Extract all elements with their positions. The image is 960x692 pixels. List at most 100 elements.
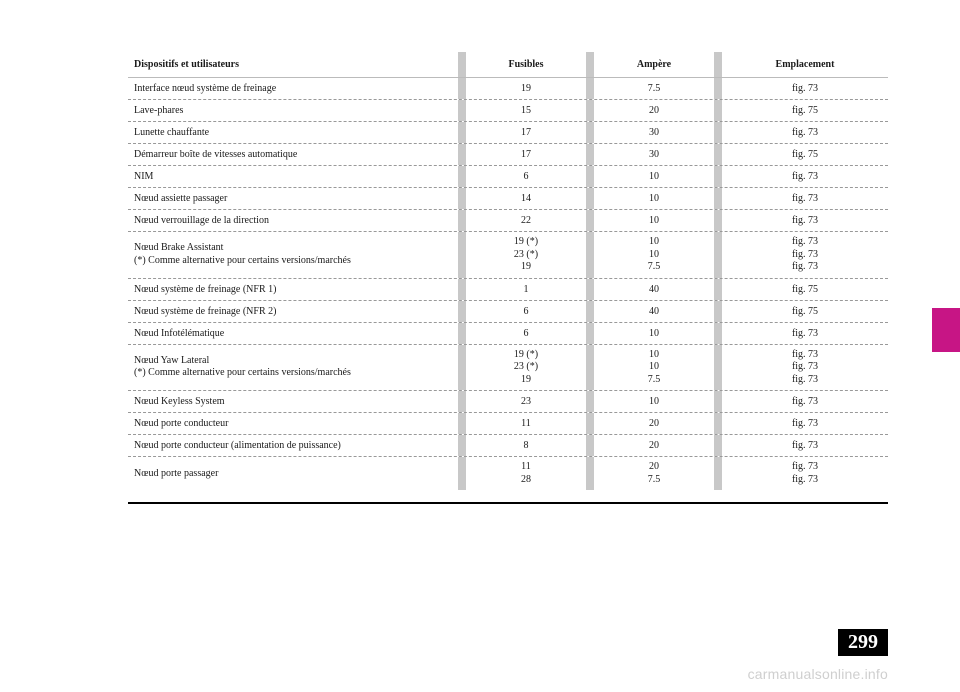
header-dispositifs: Dispositifs et utilisateurs [128, 55, 458, 74]
column-separator [458, 166, 466, 187]
cell-emplacement: fig. 75 [722, 302, 888, 321]
column-separator [458, 345, 466, 391]
cell-dispositifs: Nœud porte conducteur [128, 414, 458, 433]
cell-emplacement: fig. 73 [722, 123, 888, 142]
cell-fusibles: 6 [466, 302, 586, 321]
column-separator [458, 232, 466, 278]
cell-dispositifs: Nœud porte conducteur (alimentation de p… [128, 436, 458, 455]
column-separator [458, 323, 466, 344]
cell-fusibles: 19 (*)23 (*)19 [466, 232, 586, 278]
cell-emplacement: fig. 75 [722, 280, 888, 299]
cell-fusibles: 17 [466, 123, 586, 142]
cell-ampere: 40 [594, 302, 714, 321]
column-separator [458, 210, 466, 231]
column-separator [714, 188, 722, 209]
cell-fusibles: 15 [466, 101, 586, 120]
column-separator [714, 279, 722, 300]
column-separator [714, 413, 722, 434]
column-separator [586, 52, 594, 77]
cell-ampere: 10 [594, 211, 714, 230]
cell-ampere: 207.5 [594, 457, 714, 490]
cell-emplacement: fig. 73fig. 73 [722, 457, 888, 490]
column-separator [458, 100, 466, 121]
cell-fusibles: 8 [466, 436, 586, 455]
cell-dispositifs: Nœud Yaw Lateral(*) Comme alternative po… [128, 351, 458, 384]
cell-ampere: 20 [594, 414, 714, 433]
cell-fusibles: 6 [466, 167, 586, 186]
column-separator [586, 188, 594, 209]
column-separator [458, 78, 466, 99]
column-separator [714, 210, 722, 231]
cell-dispositifs: Interface nœud système de freinage [128, 79, 458, 98]
cell-ampere: 10 [594, 167, 714, 186]
column-separator [458, 188, 466, 209]
cell-fusibles: 6 [466, 324, 586, 343]
column-separator [586, 391, 594, 412]
column-separator [458, 279, 466, 300]
table-row: Nœud verrouillage de la direction2210fig… [128, 210, 888, 232]
cell-emplacement: fig. 73 [722, 414, 888, 433]
cell-dispositifs: Démarreur boîte de vitesses automatique [128, 145, 458, 164]
cell-emplacement: fig. 73 [722, 189, 888, 208]
column-separator [586, 78, 594, 99]
column-separator [714, 457, 722, 490]
table-row: Nœud Yaw Lateral(*) Comme alternative po… [128, 345, 888, 392]
watermark: carmanualsonline.info [748, 666, 888, 682]
cell-fusibles: 23 [466, 392, 586, 411]
column-separator [586, 210, 594, 231]
column-separator [586, 323, 594, 344]
cell-dispositifs: Nœud Keyless System [128, 392, 458, 411]
column-separator [714, 435, 722, 456]
table-row: Nœud système de freinage (NFR 2) 6 40 fig. … [128, 301, 888, 323]
cell-ampere: 7.5 [594, 79, 714, 98]
column-separator [586, 413, 594, 434]
table-row: Nœud système de freinage (NFR 1)140fig. … [128, 279, 888, 301]
cell-emplacement: fig. 73 [722, 79, 888, 98]
cell-ampere: 30 [594, 123, 714, 142]
bottom-rule [128, 502, 888, 504]
column-separator [714, 301, 722, 322]
column-separator [714, 391, 722, 412]
cell-ampere: 30 [594, 145, 714, 164]
column-separator [458, 144, 466, 165]
column-separator [586, 232, 594, 278]
cell-dispositifs: Nœud verrouillage de la direction [128, 211, 458, 230]
cell-ampere: 20 [594, 101, 714, 120]
table-row: Nœud porte conducteur1120fig. 73 [128, 413, 888, 435]
header-ampere: Ampère [594, 55, 714, 74]
cell-ampere: 10 [594, 324, 714, 343]
column-separator [586, 100, 594, 121]
cell-dispositifs: Nœud système de freinage (NFR 2) [128, 302, 458, 321]
column-separator [586, 435, 594, 456]
cell-ampere: 10107.5 [594, 345, 714, 391]
cell-fusibles: 1 [466, 280, 586, 299]
column-separator [586, 144, 594, 165]
column-separator [586, 122, 594, 143]
cell-dispositifs: Lunette chauffante [128, 123, 458, 142]
cell-fusibles: 1128 [466, 457, 586, 490]
table-header-row: Dispositifs et utilisateurs Fusibles Amp… [128, 52, 888, 78]
cell-emplacement: fig. 73 [722, 211, 888, 230]
cell-emplacement: fig. 75 [722, 101, 888, 120]
column-separator [458, 413, 466, 434]
column-separator [586, 345, 594, 391]
column-separator [458, 301, 466, 322]
column-separator [586, 166, 594, 187]
column-separator [458, 122, 466, 143]
table-row: Nœud porte passager1128207.5fig. 73fig. … [128, 457, 888, 490]
column-separator [458, 457, 466, 490]
page-number: 299 [838, 629, 888, 656]
cell-emplacement: fig. 73 [722, 392, 888, 411]
side-tab [932, 308, 960, 352]
column-separator [714, 78, 722, 99]
table-row: Nœud porte conducteur (alimentation de p… [128, 435, 888, 457]
cell-dispositifs: Nœud système de freinage (NFR 1) [128, 280, 458, 299]
column-separator [714, 52, 722, 77]
table-row: Nœud Infotélématique610fig. 73 [128, 323, 888, 345]
column-separator [458, 435, 466, 456]
table-row: Nœud Brake Assistant(*) Comme alternativ… [128, 232, 888, 279]
column-separator [458, 52, 466, 77]
cell-ampere: 10107.5 [594, 232, 714, 278]
cell-emplacement: fig. 73 [722, 167, 888, 186]
cell-emplacement: fig. 75 [722, 145, 888, 164]
